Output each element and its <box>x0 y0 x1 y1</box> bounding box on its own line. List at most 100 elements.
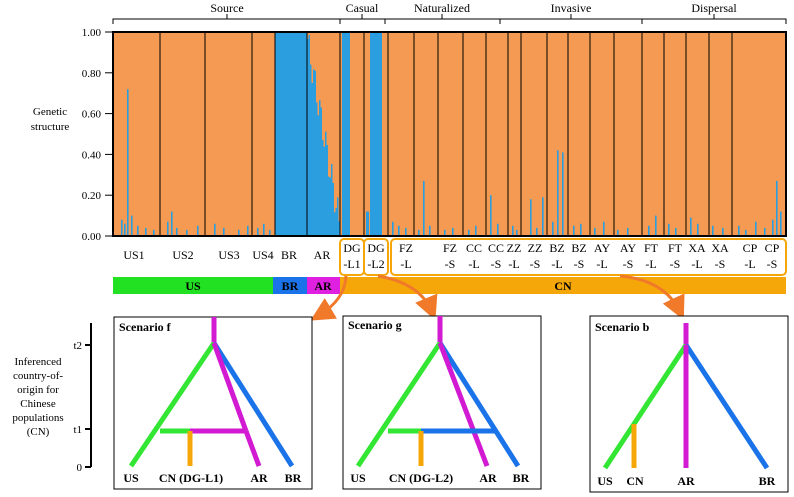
country-bar-us <box>113 277 273 294</box>
population-label-15: BZ <box>549 241 564 255</box>
scenario-f-ar-lower <box>243 430 262 467</box>
scenario-g-leaf-us: US <box>350 471 366 485</box>
scenario-b-br-branch <box>683 343 770 470</box>
scenario-g-br-branch <box>437 341 521 468</box>
timeline-tick-label-0: 0 <box>77 462 83 474</box>
ar-ancestry-bar <box>313 69 315 237</box>
ancestry-spike <box>223 227 225 236</box>
ancestry-spike <box>780 211 782 236</box>
ancestry-spike <box>497 223 499 236</box>
population-label-14: ZZ <box>528 241 543 255</box>
arrow-to-scenario-g <box>377 274 438 321</box>
dg-l1-ancestry-block <box>342 32 350 236</box>
ancestry-spike <box>772 219 774 236</box>
br-ancestry-block <box>275 32 307 236</box>
ancestry-spike <box>617 229 619 236</box>
timeline-axis <box>85 323 92 468</box>
highlight-cn-others <box>390 238 787 276</box>
scenario-g-leaf-cn: CN (DG-L2) <box>389 471 453 485</box>
scenario-f-us-branch <box>128 341 217 468</box>
ancestry-spike <box>764 227 766 236</box>
scenario-b-leaf-us: US <box>597 474 613 488</box>
ancestry-spike <box>398 225 400 236</box>
ancestry-spike <box>418 229 420 236</box>
highlight-dg-l2 <box>363 238 389 276</box>
ancestry-spike <box>512 225 514 236</box>
group-label-invasive: Invasive <box>551 1 592 15</box>
population-sublabel-19: -L <box>645 257 656 271</box>
ancestry-spike <box>738 225 740 236</box>
ancestry-spike <box>668 223 670 236</box>
dg-l2-ancestry-bar <box>366 211 369 236</box>
ancestry-spike <box>655 215 657 236</box>
scenario-b-frame <box>589 315 789 493</box>
y-tick-label: 1.00 <box>82 27 102 39</box>
scenario-f-ar-upper <box>211 342 249 432</box>
scenario-b-leaf-ar: AR <box>677 474 695 488</box>
timeline-label-line: origin for <box>17 384 59 396</box>
scenario-b-panel: Scenario b US CN AR BR <box>589 315 789 493</box>
country-label-cn: CN <box>554 279 572 293</box>
ar-ancestry-bar <box>317 115 319 236</box>
scenario-f-leaf-us: US <box>123 471 139 485</box>
ar-ancestry-bar <box>307 38 309 236</box>
timeline-label-line: (CN) <box>27 426 50 438</box>
ancestry-spike <box>542 197 544 236</box>
structure-plot-frame <box>112 31 787 237</box>
population-sublabel-11: -L <box>468 257 479 271</box>
scenario-b-title: Scenario b <box>595 320 650 334</box>
scenario-f-leaf-br: BR <box>285 471 302 485</box>
population-label-5: BR <box>281 248 297 262</box>
ar-ancestry-bar <box>326 144 328 236</box>
population-label-9: FZ <box>399 241 413 255</box>
population-labels: US1 US2 US3 US4 BR AR DG -L1 DG -L2 FZ -L FZ -S CC -L CC… <box>123 241 779 271</box>
ar-ancestry-bar <box>308 35 310 236</box>
ancestry-spike <box>444 229 446 236</box>
scenario-b-leaf-br: BR <box>759 474 776 488</box>
timeline-label-line: populations <box>12 412 63 424</box>
highlight-boxes <box>339 238 787 276</box>
scenario-g-ar-branch <box>437 342 490 467</box>
scenario-f-leaf-ar: AR <box>250 471 268 485</box>
scenario-g-leaf-ar: AR <box>479 471 497 485</box>
ancestry-spike <box>186 229 188 236</box>
population-sublabel-7: -L1 <box>343 257 360 271</box>
group-brackets <box>112 14 787 24</box>
ar-ancestry-bar <box>325 131 327 236</box>
scenario-b-us-branch <box>602 343 689 470</box>
ar-ancestry-bar <box>320 107 322 236</box>
ancestry-spike <box>429 225 431 236</box>
group-label-casual: Casual <box>346 1 379 15</box>
y-axis-label-line1: Genetic <box>33 106 67 118</box>
ar-ancestry-bar <box>322 139 324 236</box>
group-label-source: Source <box>210 1 243 15</box>
ar-ancestry-bar <box>335 207 337 236</box>
scenario-g-leaf-br: BR <box>513 471 530 485</box>
ancestry-spike <box>648 225 650 236</box>
y-axis-ticks: 1.00 0.80 0.60 0.40 0.20 0.00 <box>82 27 113 243</box>
ancestry-spike <box>468 229 470 236</box>
ancestry-spike <box>263 223 265 236</box>
ancestry-spike <box>131 215 133 236</box>
arrow-to-scenario-b <box>619 274 685 321</box>
population-sublabel-22: -S <box>715 257 726 271</box>
y-tick-label: 0.60 <box>82 109 102 121</box>
scenario-g-title: Scenario g <box>348 318 402 332</box>
ancestry-spike <box>153 229 155 236</box>
ancestry-spike <box>405 227 407 236</box>
ancestry-spike <box>124 223 126 236</box>
population-sublabel-10: -S <box>445 257 456 271</box>
ancestry-spike <box>552 221 554 236</box>
population-label-20: FT <box>668 241 683 255</box>
country-bar-cn <box>340 277 786 294</box>
country-label-ar: AR <box>314 279 332 293</box>
ancestry-spike <box>214 223 216 236</box>
population-sublabel-17: -L <box>596 257 607 271</box>
group-label-dispersal: Dispersal <box>691 1 737 15</box>
population-sublabel-20: -S <box>670 257 681 271</box>
ancestry-spike <box>690 217 692 236</box>
ancestry-spike <box>269 229 271 236</box>
population-label-3: US3 <box>218 248 239 262</box>
timeline-label: Inferenced country-of-origin for Chinese po… <box>12 356 63 438</box>
